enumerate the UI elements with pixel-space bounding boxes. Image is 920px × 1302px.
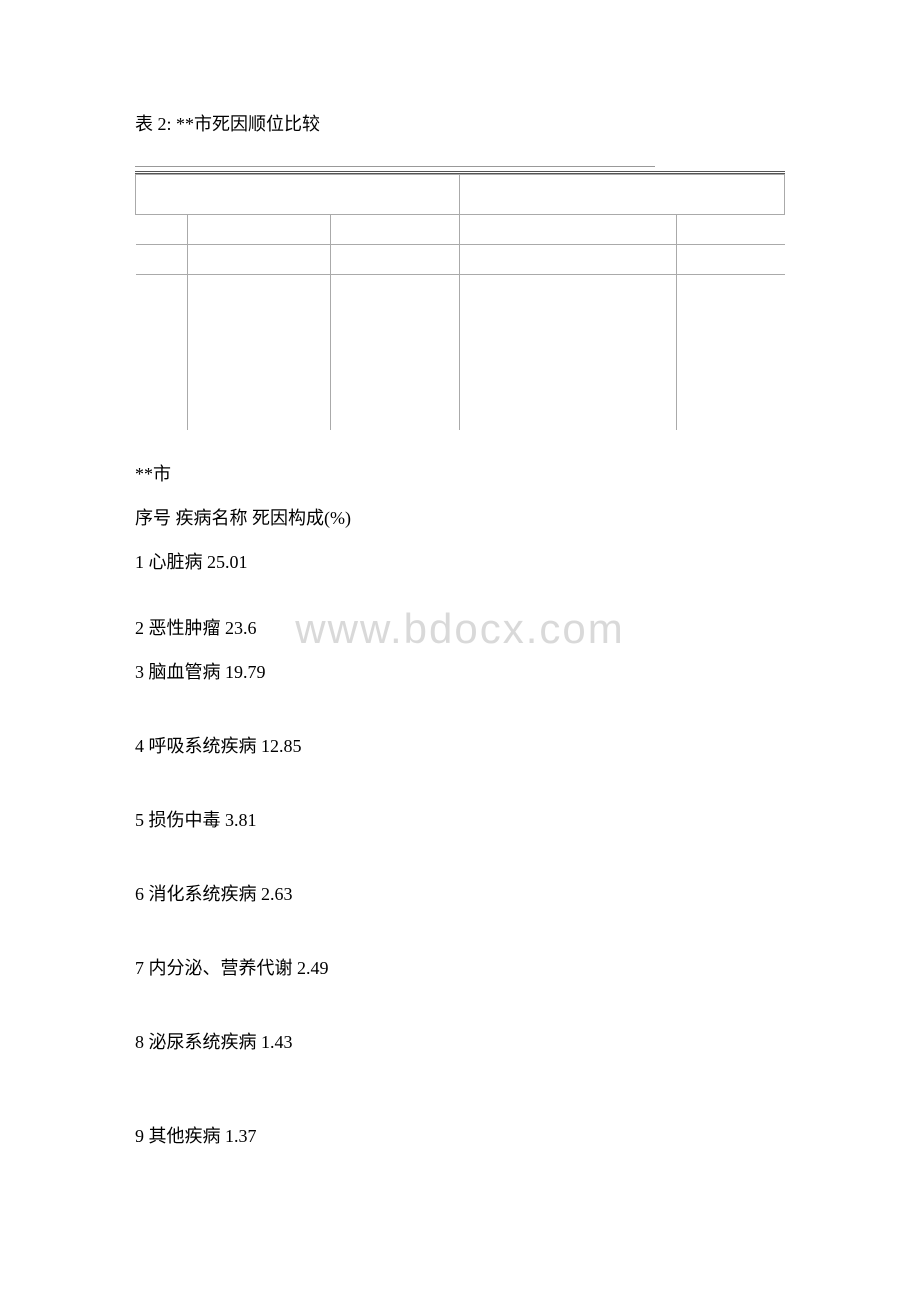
data-row: 2 恶性肿瘤 23.6 [135,614,785,640]
data-row: 6 消化系统疾病 2.63 [135,880,785,906]
data-row: 7 内分泌、营养代谢 2.49 [135,954,785,980]
data-row: 1 心脏病 25.01 [135,548,785,574]
data-rows-container: 1 心脏病 25.01 2 恶性肿瘤 23.6 3 脑血管病 19.79 4 呼吸系统… [135,548,785,1148]
data-row: 9 其他疾病 1.37 [135,1122,785,1148]
city-label: **市 [135,460,785,486]
data-row: 4 呼吸系统疾病 12.85 [135,732,785,758]
column-headers: 序号 疾病名称 死因构成(%) [135,504,785,530]
table-title: 表 2: **市死因顺位比较 [135,110,785,136]
data-row: 8 泌尿系统疾病 1.43 [135,1028,785,1054]
document-content: 表 2: **市死因顺位比较 [135,110,785,1148]
empty-table-grid [135,171,785,430]
data-row: 5 损伤中毒 3.81 [135,806,785,832]
data-row: 3 脑血管病 19.79 [135,658,785,684]
divider-line [135,166,655,167]
